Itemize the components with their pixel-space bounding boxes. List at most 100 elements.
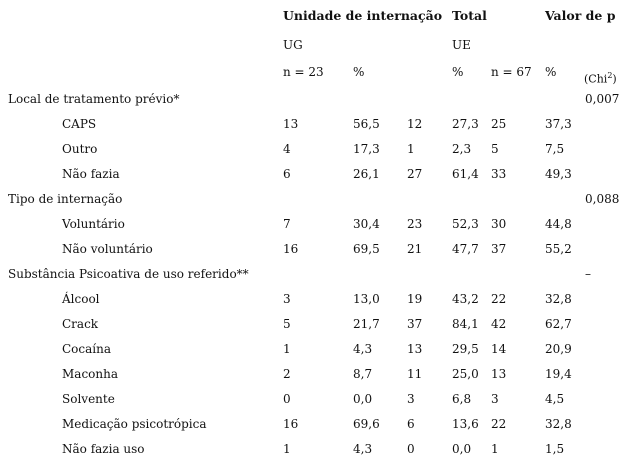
cell-value: 13,6 — [452, 417, 479, 431]
cell-value: 7,5 — [545, 142, 565, 156]
cell-value: 33 — [491, 167, 507, 181]
cell-value: 37 — [491, 242, 507, 256]
header-ue: UE — [452, 38, 471, 52]
header-ug: UG — [283, 38, 303, 52]
row-label: Outro — [62, 142, 98, 156]
header-unidade: Unidade de internação — [283, 8, 443, 23]
cell-value: 13 — [283, 117, 299, 131]
chi-label: (Chi — [584, 72, 608, 86]
cell-value: 84,1 — [452, 317, 479, 331]
cell-value: 52,3 — [452, 217, 479, 231]
cell-value: 4,3 — [353, 442, 373, 456]
cell-value: 1 — [407, 142, 415, 156]
cell-value: 0,0 — [353, 392, 373, 406]
cell-value: 25,0 — [452, 367, 479, 381]
cell-value: 27 — [407, 167, 423, 181]
cell-value: 30,4 — [353, 217, 380, 231]
cell-value: 37 — [407, 317, 423, 331]
header-total: Total — [452, 8, 487, 23]
cell-value: 6 — [283, 167, 291, 181]
cell-value: 1 — [283, 342, 291, 356]
header-n-total: n = 67 — [491, 65, 532, 79]
row-label: Cocaína — [62, 342, 112, 356]
cell-value: 32,8 — [545, 417, 572, 431]
header-pct-ug: % — [353, 65, 365, 79]
cell-value: 49,3 — [545, 167, 572, 181]
group-label: Substância Psicoativa de uso referido** — [8, 267, 249, 281]
row-label: Maconha — [62, 367, 118, 381]
cell-value: 11 — [407, 367, 423, 381]
cell-value: 47,7 — [452, 242, 479, 256]
cell-value: 0 — [407, 442, 415, 456]
row-label: Crack — [62, 317, 99, 331]
chi-superscript: 2 — [607, 71, 613, 80]
row-label: Não voluntário — [62, 242, 153, 256]
cell-value: 69,5 — [353, 242, 380, 256]
cell-value: 44,8 — [545, 217, 572, 231]
cell-value: 16 — [283, 417, 299, 431]
cell-value: 5 — [491, 142, 499, 156]
cell-value: 19 — [407, 292, 423, 306]
cell-value: 27,3 — [452, 117, 479, 131]
group-label: Tipo de internação — [8, 192, 123, 206]
cell-value: 16 — [283, 242, 299, 256]
cell-value: 4,3 — [353, 342, 373, 356]
cell-value: 42 — [491, 317, 507, 331]
cell-value: 1 — [491, 442, 499, 456]
cell-value: 13,0 — [353, 292, 380, 306]
cell-value: 2,3 — [452, 142, 472, 156]
header-chi: (Chi2) — [584, 68, 617, 88]
cell-value: 13 — [407, 342, 423, 356]
cell-value: 30 — [491, 217, 507, 231]
cell-value: 17,3 — [353, 142, 380, 156]
cell-value: 62,7 — [545, 317, 572, 331]
cell-value: 3 — [283, 292, 291, 306]
row-label: Solvente — [62, 392, 115, 406]
cell-value: 13 — [491, 367, 507, 381]
cell-value: 37,3 — [545, 117, 572, 131]
cell-value: 25 — [491, 117, 507, 131]
cell-value: 3 — [491, 392, 499, 406]
p-value: – — [585, 267, 591, 281]
cell-value: 19,4 — [545, 367, 572, 381]
cell-value: 23 — [407, 217, 423, 231]
group-label: Local de tratamento prévio* — [8, 92, 180, 106]
cell-value: 29,5 — [452, 342, 479, 356]
cell-value: 43,2 — [452, 292, 479, 306]
cell-value: 14 — [491, 342, 507, 356]
cell-value: 7 — [283, 217, 291, 231]
cell-value: 8,7 — [353, 367, 373, 381]
p-value: 0,007 — [585, 92, 620, 106]
cell-value: 26,1 — [353, 167, 380, 181]
cell-value: 12 — [407, 117, 423, 131]
row-label: Álcool — [62, 292, 100, 306]
cell-value: 4 — [283, 142, 291, 156]
row-label: Não fazia — [62, 167, 120, 181]
cell-value: 21 — [407, 242, 423, 256]
p-value: 0,088 — [585, 192, 620, 206]
row-label: CAPS — [62, 117, 97, 131]
cell-value: 2 — [283, 367, 291, 381]
cell-value: 69,6 — [353, 417, 380, 431]
cell-value: 6 — [407, 417, 415, 431]
cell-value: 22 — [491, 292, 507, 306]
header-valor-p: Valor de p — [545, 8, 616, 23]
chi-close: ) — [612, 72, 617, 86]
cell-value: 32,8 — [545, 292, 572, 306]
header-pct-ue: % — [452, 65, 464, 79]
cell-value: 4,5 — [545, 392, 565, 406]
row-label: Medicação psicotrópica — [62, 417, 207, 431]
cell-value: 61,4 — [452, 167, 479, 181]
cell-value: 1,5 — [545, 442, 565, 456]
cell-value: 6,8 — [452, 392, 472, 406]
cell-value: 55,2 — [545, 242, 572, 256]
cell-value: 22 — [491, 417, 507, 431]
cell-value: 56,5 — [353, 117, 380, 131]
row-label: Voluntário — [62, 217, 125, 231]
cell-value: 1 — [283, 442, 291, 456]
row-label: Não fazia uso — [62, 442, 145, 456]
cell-value: 5 — [283, 317, 291, 331]
header-n-ug: n = 23 — [283, 65, 324, 79]
cell-value: 3 — [407, 392, 415, 406]
cell-value: 21,7 — [353, 317, 380, 331]
